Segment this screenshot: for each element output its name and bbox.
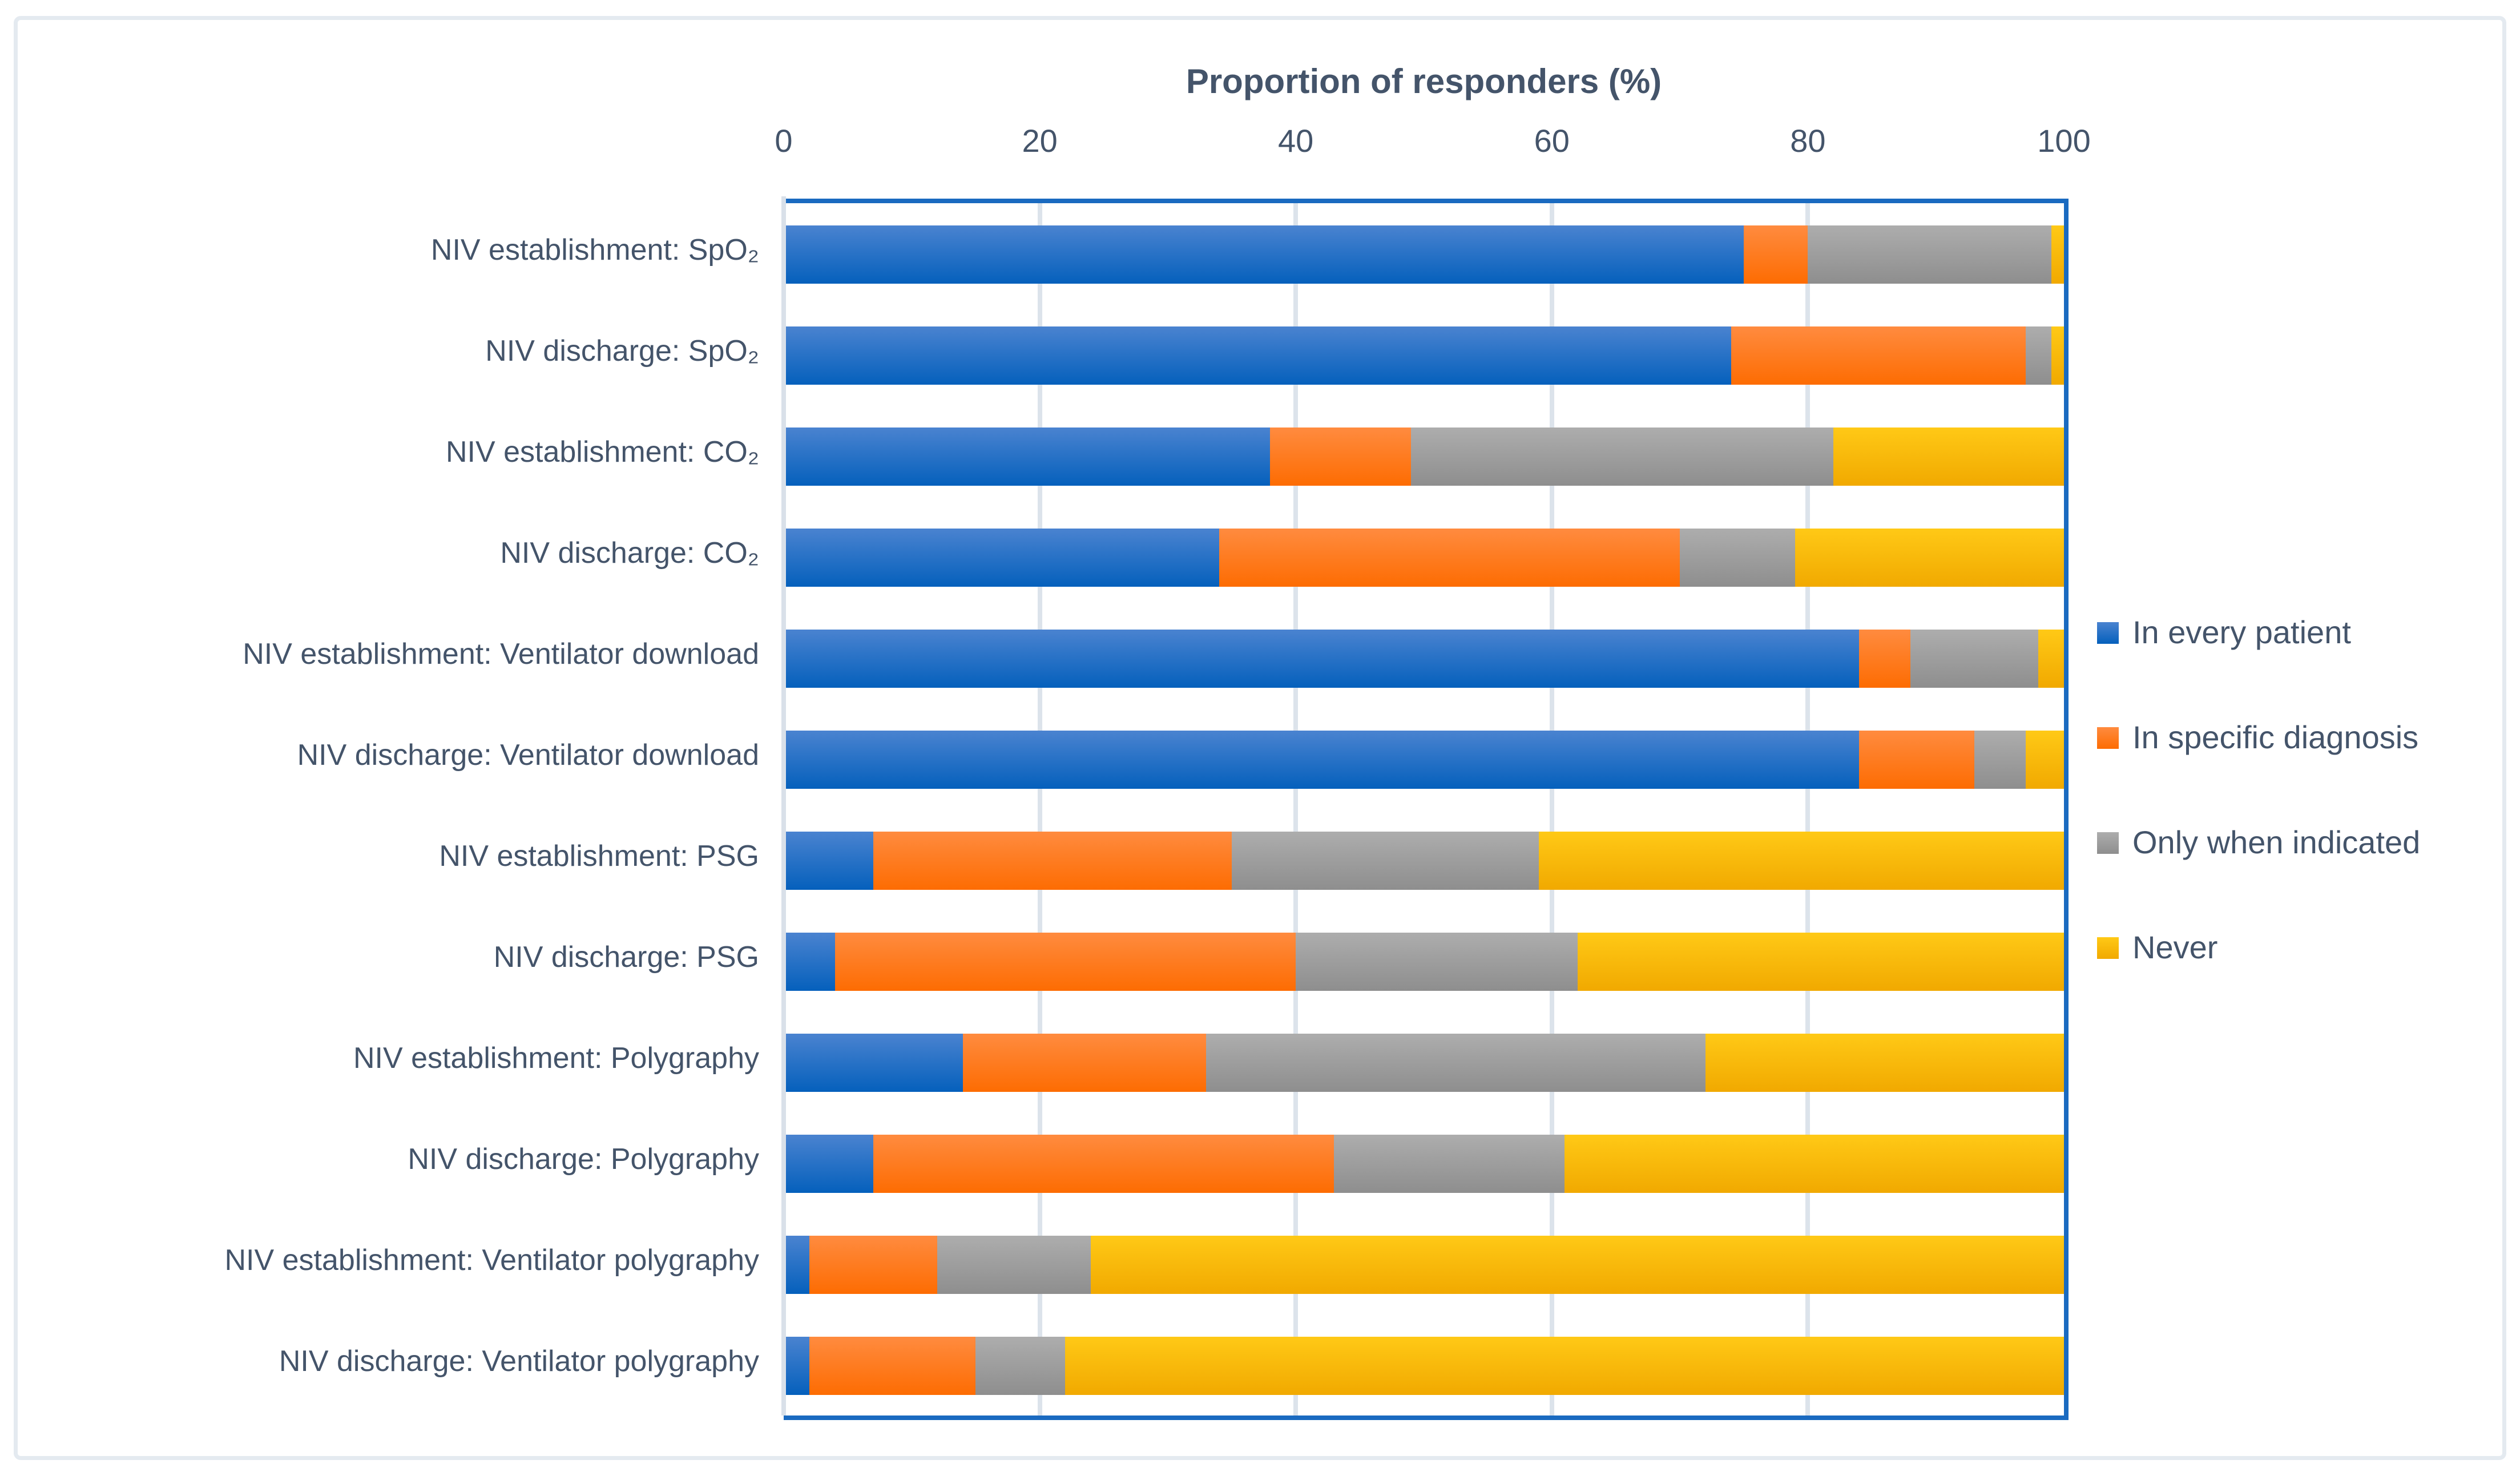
bar-segment: [1091, 1236, 2064, 1294]
bar-segment: [809, 1337, 976, 1395]
bar-segment: [1577, 933, 2064, 991]
bar-segment: [1334, 1135, 1565, 1193]
legend-color-swatch: [2097, 832, 2119, 854]
gridline: [1549, 203, 1554, 1415]
bar-segment: [2038, 630, 2064, 688]
bar-segment: [1910, 630, 2039, 688]
gridline: [1293, 203, 1299, 1415]
category-label: NIV discharge: Ventilator download: [297, 739, 759, 772]
bar-segment: [1539, 832, 2064, 890]
bar-segment: [784, 1135, 873, 1193]
bar-segment: [784, 1236, 809, 1294]
bar-segment: [784, 933, 835, 991]
bar-segment: [1206, 1034, 1705, 1092]
legend-label: Only when indicated: [2132, 824, 2421, 860]
bar-segment: [975, 1337, 1066, 1395]
bar-segment: [1065, 1337, 2064, 1395]
bar-segment: [2025, 731, 2064, 789]
bar-row: [784, 1236, 2064, 1294]
category-label: NIV establishment: CO₂: [445, 435, 759, 469]
x-tick-label: 100: [2037, 123, 2091, 159]
bar-segment: [1705, 1034, 2064, 1092]
legend-color-swatch: [2097, 937, 2119, 959]
bar-segment: [784, 225, 1744, 284]
bar-row: [784, 933, 2064, 991]
legend-label: In specific diagnosis: [2132, 719, 2419, 755]
bar-segment: [1744, 225, 1808, 284]
bar-segment: [1731, 326, 2026, 385]
bar-segment: [1974, 731, 2026, 789]
category-label: NIV discharge: PSG: [493, 941, 759, 974]
bar-segment: [937, 1236, 1091, 1294]
bar-segment: [1270, 428, 1412, 486]
bar-segment: [784, 630, 1860, 688]
bar-row: [784, 529, 2064, 587]
bar-segment: [1833, 428, 2064, 486]
bar-segment: [1680, 529, 1795, 587]
bar-segment: [784, 832, 873, 890]
bar-segment: [1859, 630, 1910, 688]
bar-segment: [1565, 1135, 2064, 1193]
bar-segment: [809, 1236, 938, 1294]
bar-segment: [963, 1034, 1207, 1092]
bar-segment: [784, 326, 1731, 385]
bar-segment: [873, 832, 1232, 890]
bar-segment: [873, 1135, 1334, 1193]
bar-row: [784, 326, 2064, 385]
x-tick-label: 20: [1022, 123, 1058, 159]
category-label: NIV establishment: Polygraphy: [353, 1042, 759, 1075]
category-label: NIV establishment: Ventilator download: [243, 638, 759, 671]
bar-segment: [834, 933, 1296, 991]
gridline: [1805, 203, 1811, 1415]
bar-segment: [2025, 326, 2051, 385]
category-label: NIV discharge: SpO₂: [485, 334, 759, 368]
bar-segment: [1808, 225, 2051, 284]
y-axis-line: [781, 196, 786, 1415]
bar-segment: [1232, 832, 1539, 890]
x-tick-label: 40: [1278, 123, 1314, 159]
x-tick-label: 0: [775, 123, 793, 159]
x-tick-label: 80: [1790, 123, 1826, 159]
bar-segment: [784, 529, 1219, 587]
bar-segment: [1859, 731, 1974, 789]
bar-row: [784, 1337, 2064, 1395]
bar-segment: [1795, 529, 2064, 587]
bar-segment: [784, 428, 1271, 486]
category-label: NIV establishment: PSG: [439, 840, 759, 873]
category-label: NIV establishment: Ventilator polygraphy: [224, 1244, 759, 1277]
bar-segment: [784, 1337, 809, 1395]
bar-segment: [784, 1034, 963, 1092]
bar-row: [784, 1034, 2064, 1092]
bar-row: [784, 225, 2064, 284]
x-tick-label: 60: [1534, 123, 1570, 159]
bar-row: [784, 630, 2064, 688]
category-label: NIV discharge: Polygraphy: [408, 1143, 759, 1176]
category-label: NIV discharge: Ventilator polygraphy: [279, 1345, 759, 1378]
legend-color-swatch: [2097, 622, 2119, 644]
bar-segment: [1219, 529, 1680, 587]
legend-color-swatch: [2097, 727, 2119, 749]
bar-segment: [1296, 933, 1578, 991]
bar-row: [784, 832, 2064, 890]
bar-row: [784, 1135, 2064, 1193]
chart-title: Proportion of responders (%): [1186, 62, 1662, 100]
bar-row: [784, 731, 2064, 789]
bar-segment: [784, 731, 1860, 789]
legend-label: Never: [2132, 929, 2218, 965]
bar-row: [784, 428, 2064, 486]
legend-label: In every patient: [2132, 614, 2351, 650]
plot-area: [784, 199, 2069, 1420]
bar-segment: [2051, 225, 2064, 284]
bar-segment: [1411, 428, 1834, 486]
category-label: NIV discharge: CO₂: [500, 537, 759, 570]
gridline: [1037, 203, 1042, 1415]
category-label: NIV establishment: SpO₂: [430, 233, 759, 267]
bar-segment: [2051, 326, 2064, 385]
